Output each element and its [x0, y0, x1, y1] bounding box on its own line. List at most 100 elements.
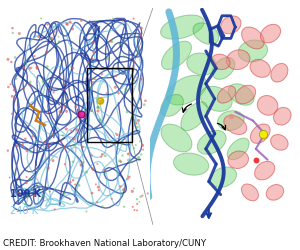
Point: [10, 26, 15, 30]
Point: [124, 88, 128, 92]
Point: [34, 182, 39, 186]
Point: [122, 55, 126, 59]
Point: [65, 22, 70, 26]
Point: [98, 118, 103, 122]
Point: [100, 205, 105, 209]
Point: [6, 85, 11, 89]
Point: [90, 167, 95, 171]
Point: [47, 190, 52, 194]
Point: [131, 186, 136, 190]
Point: [93, 182, 98, 186]
Ellipse shape: [187, 53, 216, 75]
Point: [111, 16, 116, 20]
Point: [84, 210, 89, 214]
Point: [9, 60, 14, 64]
Point: [93, 126, 98, 130]
Point: [25, 194, 30, 198]
Ellipse shape: [242, 184, 258, 201]
Point: [95, 200, 100, 204]
Point: [74, 105, 78, 109]
Point: [118, 160, 123, 164]
Ellipse shape: [161, 94, 183, 116]
Point: [135, 125, 140, 129]
Point: [17, 132, 22, 136]
Point: [90, 191, 94, 195]
Point: [62, 146, 67, 150]
Point: [53, 44, 58, 48]
Point: [42, 141, 47, 145]
Point: [86, 62, 91, 66]
Point: [20, 142, 25, 146]
Point: [28, 150, 33, 154]
Point: [34, 66, 39, 70]
Point: [119, 90, 124, 94]
Point: [11, 31, 15, 35]
Point: [98, 99, 103, 103]
Point: [136, 118, 141, 122]
Point: [45, 22, 50, 26]
Point: [139, 152, 143, 156]
Point: [100, 152, 105, 156]
Point: [57, 40, 62, 44]
Point: [69, 129, 74, 133]
Point: [109, 144, 113, 148]
Point: [71, 137, 76, 141]
Ellipse shape: [161, 41, 191, 70]
Point: [62, 104, 67, 108]
Point: [132, 60, 137, 64]
Point: [61, 133, 65, 137]
Point: [89, 154, 94, 158]
Point: [49, 36, 54, 40]
Point: [68, 180, 73, 184]
Point: [80, 135, 84, 139]
Point: [58, 110, 63, 114]
Point: [91, 50, 96, 54]
Point: [41, 186, 46, 190]
Point: [88, 86, 93, 90]
Point: [125, 177, 130, 181]
Ellipse shape: [257, 96, 278, 115]
Point: [80, 145, 85, 149]
Point: [139, 26, 144, 30]
Ellipse shape: [174, 153, 209, 175]
Point: [79, 112, 83, 116]
Point: [138, 33, 143, 37]
Point: [73, 182, 78, 186]
Ellipse shape: [274, 108, 291, 125]
Point: [135, 197, 140, 201]
Point: [96, 185, 100, 189]
Point: [261, 132, 266, 136]
Text: 240 K: 240 K: [11, 206, 38, 216]
Point: [93, 60, 98, 64]
Point: [92, 77, 97, 81]
Point: [138, 195, 143, 199]
Ellipse shape: [260, 24, 280, 43]
Ellipse shape: [271, 134, 288, 150]
Ellipse shape: [250, 60, 270, 77]
Point: [113, 74, 118, 78]
Point: [75, 128, 80, 132]
Point: [100, 72, 104, 76]
Point: [6, 57, 10, 61]
Point: [44, 50, 49, 54]
Point: [13, 96, 18, 100]
Ellipse shape: [271, 64, 288, 82]
Point: [130, 189, 135, 193]
Point: [142, 103, 147, 107]
Point: [136, 156, 141, 160]
Point: [137, 200, 142, 204]
Point: [46, 111, 51, 115]
Point: [86, 60, 91, 64]
Point: [95, 162, 100, 166]
Point: [8, 82, 13, 86]
Point: [64, 22, 69, 26]
Point: [130, 205, 135, 209]
Point: [138, 90, 143, 94]
Point: [51, 159, 56, 163]
Point: [41, 80, 46, 84]
Point: [117, 159, 122, 163]
Point: [77, 116, 82, 120]
Point: [115, 133, 120, 137]
Point: [89, 109, 94, 113]
Point: [13, 172, 17, 175]
